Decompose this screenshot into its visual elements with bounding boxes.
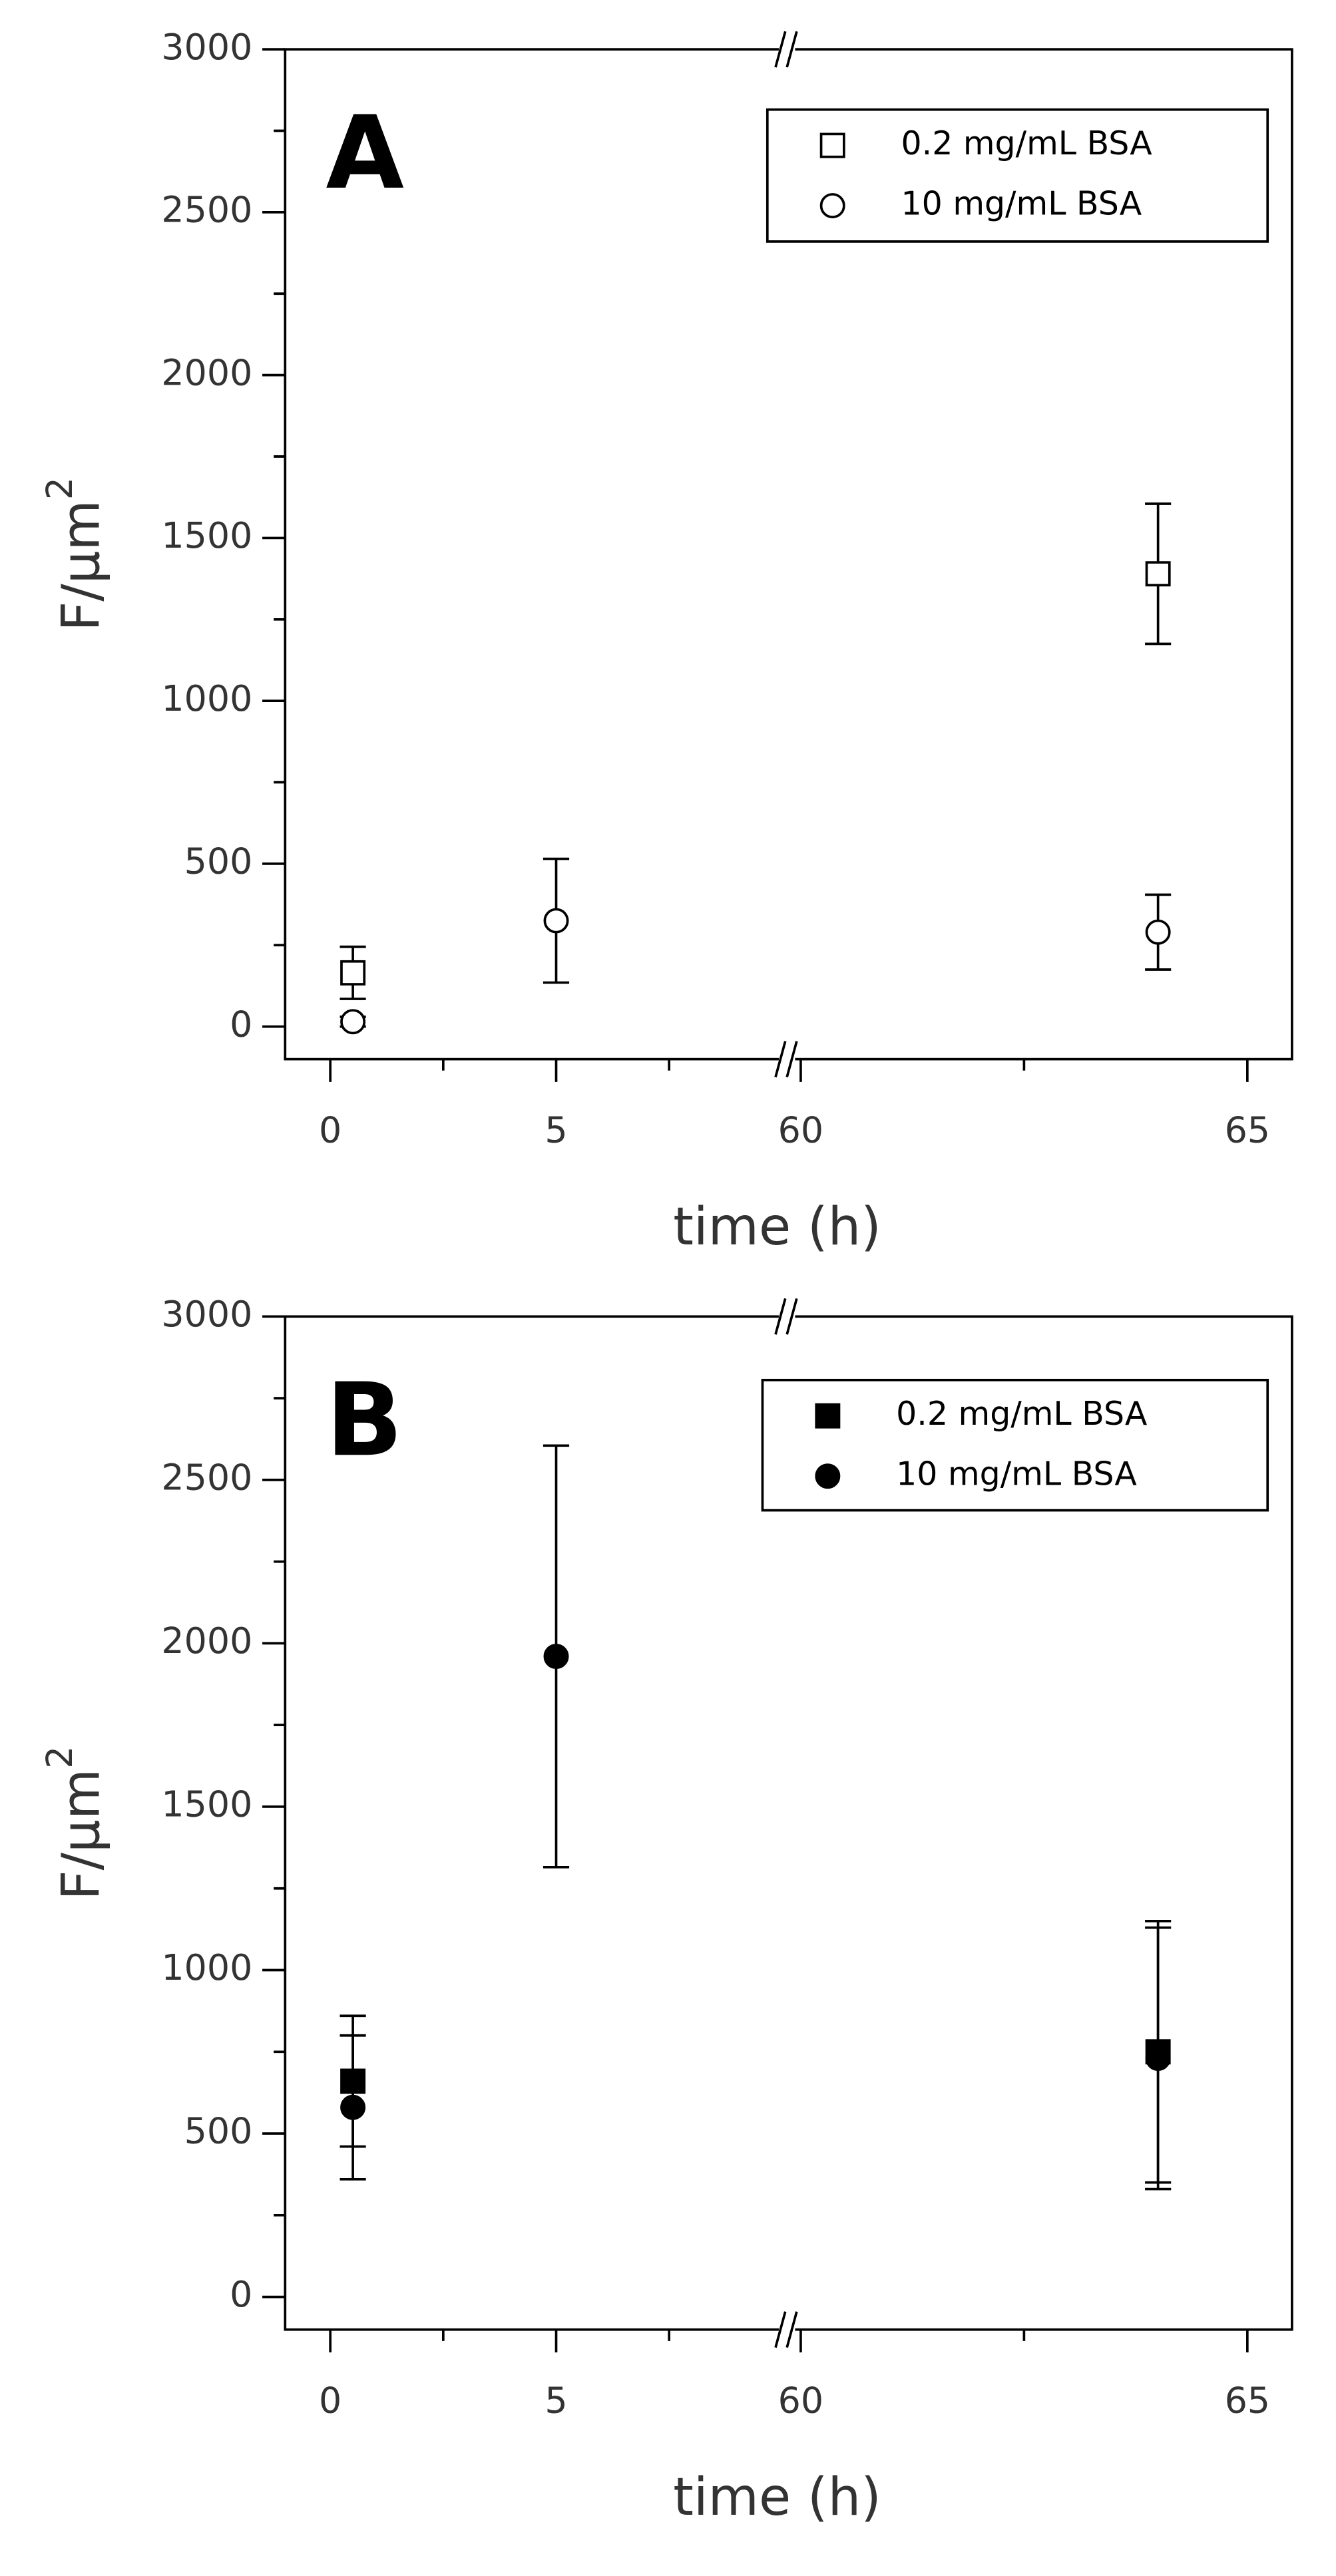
y-tick-label: 500 (184, 2110, 253, 2152)
y-tick-label: 2000 (161, 351, 252, 393)
y-tick-label: 3000 (161, 1293, 252, 1335)
x-tick-label: 0 (319, 2379, 341, 2421)
marker (340, 960, 366, 986)
legend-marker (815, 1403, 841, 1429)
axis-break-mark (774, 31, 787, 68)
marker (543, 1644, 569, 1670)
y-axis-label: F/μm2 (39, 477, 112, 632)
axis-break-mark (774, 2311, 787, 2348)
marker (1145, 2046, 1171, 2072)
axis-break-mark (785, 1041, 798, 1078)
marker (543, 908, 569, 934)
x-axis-label: time (h) (673, 1196, 881, 1257)
x-tick-label: 0 (319, 1109, 341, 1151)
x-tick-label: 65 (1225, 1109, 1271, 1151)
axis-break-mark (774, 1041, 787, 1078)
legend-label: 0.2 mg/mL BSA (896, 1395, 1148, 1433)
y-tick-label: 500 (184, 840, 253, 882)
legend-marker (819, 193, 845, 219)
y-axis-label: F/μm2 (39, 1746, 112, 1901)
panel-label: B (326, 1361, 403, 1479)
y-tick-label: 3000 (161, 26, 252, 68)
x-tick-label: 5 (545, 2379, 567, 2421)
y-axis-label-sup: 2 (39, 1746, 81, 1769)
y-tick-label: 1500 (161, 1783, 252, 1825)
x-tick-label: 65 (1225, 2379, 1271, 2421)
y-tick-label: 2500 (161, 1457, 252, 1499)
y-tick-label: 2500 (161, 189, 252, 231)
axis-break-mark (785, 2311, 798, 2348)
y-tick-label: 1500 (161, 514, 252, 556)
marker (1145, 561, 1171, 587)
panel-label: A (326, 94, 404, 212)
legend-label: 0.2 mg/mL BSA (901, 124, 1153, 162)
x-tick-label: 60 (778, 2379, 824, 2421)
axis-break-mark (774, 1298, 787, 1335)
legend-marker (819, 132, 845, 158)
legend-marker (815, 1463, 841, 1489)
legend-box (766, 108, 1269, 243)
y-tick-label: 2000 (161, 1620, 252, 1662)
axis-break-mark (785, 31, 798, 68)
x-axis-label: time (h) (673, 2467, 881, 2527)
legend-label: 10 mg/mL BSA (901, 185, 1142, 223)
y-axis-label-main: F/μm (51, 1769, 112, 1901)
y-tick-label: 0 (230, 1003, 252, 1045)
y-tick-label: 1000 (161, 677, 252, 719)
y-axis-label-main: F/μm (51, 500, 112, 632)
legend-box (761, 1378, 1269, 1512)
y-tick-label: 1000 (161, 1946, 252, 1988)
axis-break-mark (785, 1298, 798, 1335)
marker (340, 1009, 366, 1035)
legend-label: 10 mg/mL BSA (896, 1455, 1137, 1493)
marker (1145, 919, 1171, 945)
marker (340, 2094, 366, 2120)
y-axis-label-sup: 2 (39, 477, 81, 500)
x-tick-label: 60 (778, 1109, 824, 1151)
y-tick-label: 0 (230, 2273, 252, 2315)
x-tick-label: 5 (545, 1109, 567, 1151)
